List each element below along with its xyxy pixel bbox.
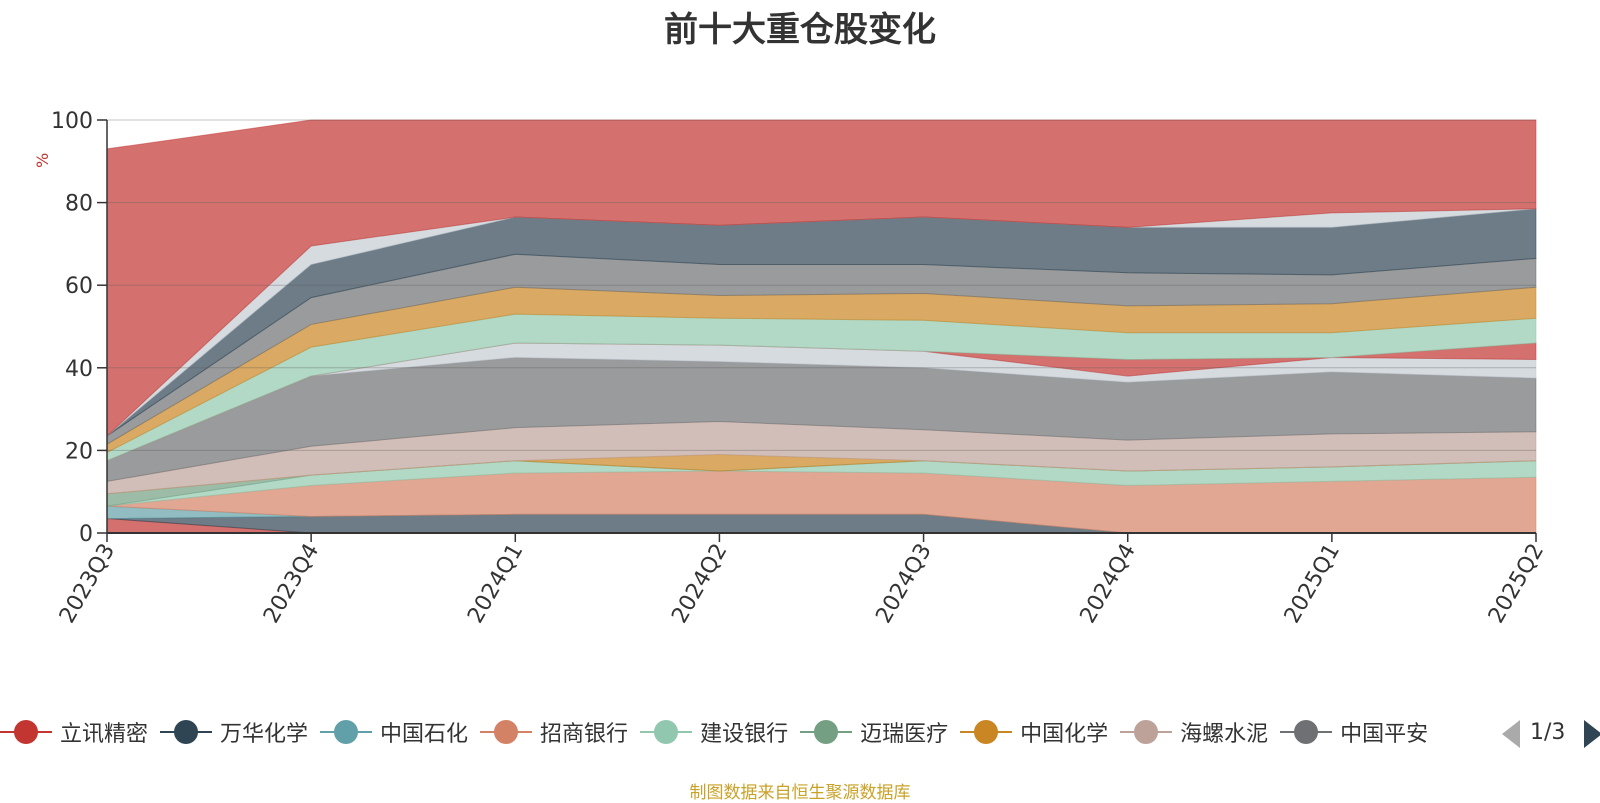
legend-marker-icon [1280,720,1333,744]
legend-page-indicator: 1/3 [1530,720,1566,745]
legend-label: 中国化学 [1020,722,1109,747]
legend: 立讯精密 万华化学 中国石化 招商银行 建设银行 迈瑞医疗 中国化学 海螺水泥 中国平安 [0,712,1485,752]
legend-item[interactable]: 招商银行 [480,712,628,752]
legend-item[interactable]: 中国平安 [1280,712,1428,752]
legend-item[interactable]: 万华化学 [160,712,308,752]
x-tick-label: 2024Q2 [667,540,732,628]
x-tick-label: 2024Q3 [871,540,936,628]
y-axis-unit-label: % [33,153,52,168]
x-tick-label: 2023Q3 [55,540,120,628]
legend-item[interactable]: 建设银行 [640,712,788,752]
legend-label: 中国石化 [380,722,469,747]
areas-layer [106,119,1537,534]
legend-item[interactable]: 中国石化 [320,712,468,752]
x-tick-label: 2024Q4 [1076,540,1141,628]
stacked-area-chart: 0 20 40 60 80 100 2023Q3 2023Q4 2024Q1 2024Q2 2024… [33,109,1549,628]
legend-item[interactable]: 海螺水泥 [1120,712,1268,752]
legend-marker-icon [960,720,1013,744]
x-tick-label: 2025Q2 [1484,540,1549,628]
legend-label: 建设银行 [700,722,789,747]
legend-next-page-icon[interactable] [1584,720,1600,748]
legend-label: 海螺水泥 [1180,722,1269,747]
source-note: 制图数据来自恒生聚源数据库 [689,783,911,803]
legend-label: 中国平安 [1340,722,1429,747]
legend-prev-page-icon[interactable] [1502,720,1520,748]
legend-marker-icon [480,720,533,744]
legend-marker-icon [1120,720,1173,744]
legend-label: 招商银行 [540,722,629,747]
x-tick-label: 2024Q1 [463,540,528,628]
legend-pager: 1/3 [1502,716,1600,752]
y-tick-label: 0 [79,522,93,547]
legend-marker-icon [0,720,52,744]
area-series-16[interactable] [106,119,1537,438]
legend-marker-icon [800,720,853,744]
y-tick-label: 80 [65,192,93,217]
y-tick-label: 100 [51,109,93,134]
legend-item[interactable]: 迈瑞医疗 [800,712,948,752]
legend-marker-icon [640,720,693,744]
y-tick-label: 60 [65,274,93,299]
x-tick-label: 2023Q4 [259,540,324,628]
legend-marker-icon [320,720,373,744]
legend-item[interactable]: 立讯精密 [0,712,148,752]
legend-item[interactable]: 中国化学 [960,712,1108,752]
chart-title: 前十大重仓股变化 [664,10,936,50]
legend-label: 迈瑞医疗 [860,722,949,747]
legend-marker-icon [160,720,213,744]
x-tick-label: 2025Q1 [1280,540,1345,628]
legend-label: 万华化学 [220,722,309,747]
legend-label: 立讯精密 [60,722,149,747]
y-tick-label: 20 [65,439,93,464]
grid-layer [107,119,1536,451]
y-tick-label: 40 [65,357,93,382]
